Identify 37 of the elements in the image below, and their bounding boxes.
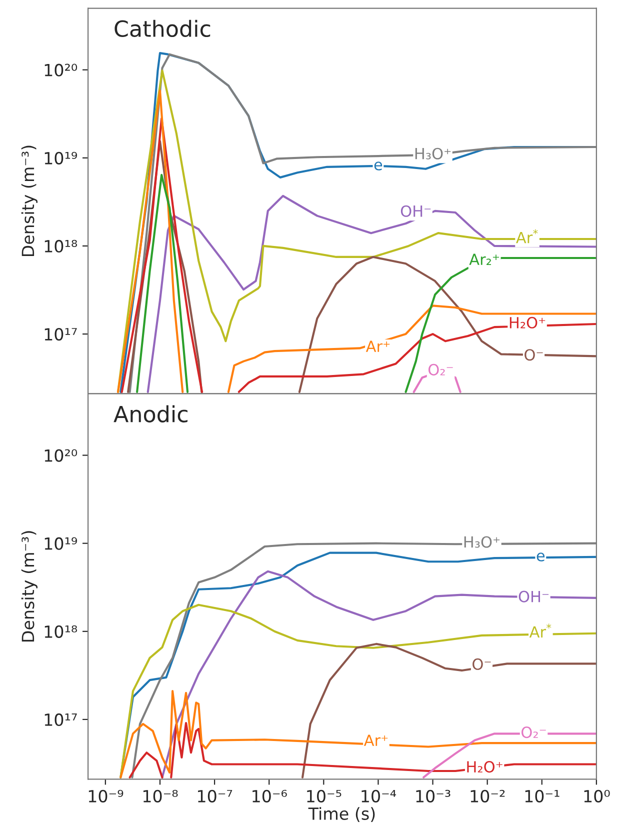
annotation: Ar$^{*}$ (529, 624, 552, 638)
chart-title: Cathodic (114, 20, 210, 38)
y-tick-label: 10²⁰ (44, 64, 78, 76)
y-tick-label: 10¹⁸ (44, 240, 78, 253)
x-tick-label: 10⁻⁵ (307, 790, 342, 802)
x-tick-label: 10⁻⁹ (88, 790, 124, 802)
x-tick-label: 10⁻⁷ (198, 790, 232, 802)
annotation: e (536, 552, 545, 562)
x-tick-label: 10⁰ (584, 790, 610, 802)
y-tick-label: 10¹⁷ (44, 328, 77, 341)
y-tick-label: 10¹⁸ (44, 625, 78, 638)
x-tick-label: 10⁻¹ (525, 790, 560, 802)
x-tick-label: 10⁻³ (416, 790, 450, 802)
annotation: Ar⁺ (366, 340, 390, 352)
annotation: O₂⁻ (522, 726, 546, 738)
annotation: O⁻ (472, 658, 491, 670)
x-tick-label: 10⁻⁴ (362, 790, 396, 802)
y-tick-label: 10¹⁹ (44, 152, 77, 164)
annotation: H₂O⁺ (467, 761, 502, 773)
y-tick-label: 10¹⁷ (44, 713, 77, 726)
annotation: H₂O⁺ (510, 316, 546, 328)
y-tick-label: 10²⁰ (44, 449, 78, 462)
y-tick-label: 10¹⁹ (44, 537, 77, 550)
x-tick-label: 10⁻⁸ (143, 790, 178, 802)
x-axis-title: Time (s) (308, 807, 375, 822)
annotation: Ar⁺ (364, 734, 388, 746)
annotation: OH⁻ (400, 205, 431, 217)
annotation: Ar₂⁺ (469, 254, 500, 265)
annotation: OH⁻ (518, 590, 549, 602)
x-tick-label: 10⁻² (470, 790, 505, 802)
y-axis-title: Density (m⁻³) (21, 531, 38, 642)
annotation: O⁻ (524, 349, 543, 361)
chart-title: Anodic (114, 405, 188, 422)
x-tick-label: 10⁻⁶ (252, 790, 287, 802)
y-axis-title: Density (m⁻³) (21, 146, 38, 256)
annotation: H₃O⁺ (464, 536, 500, 548)
annotation: Ar$^{*}$ (516, 229, 538, 244)
